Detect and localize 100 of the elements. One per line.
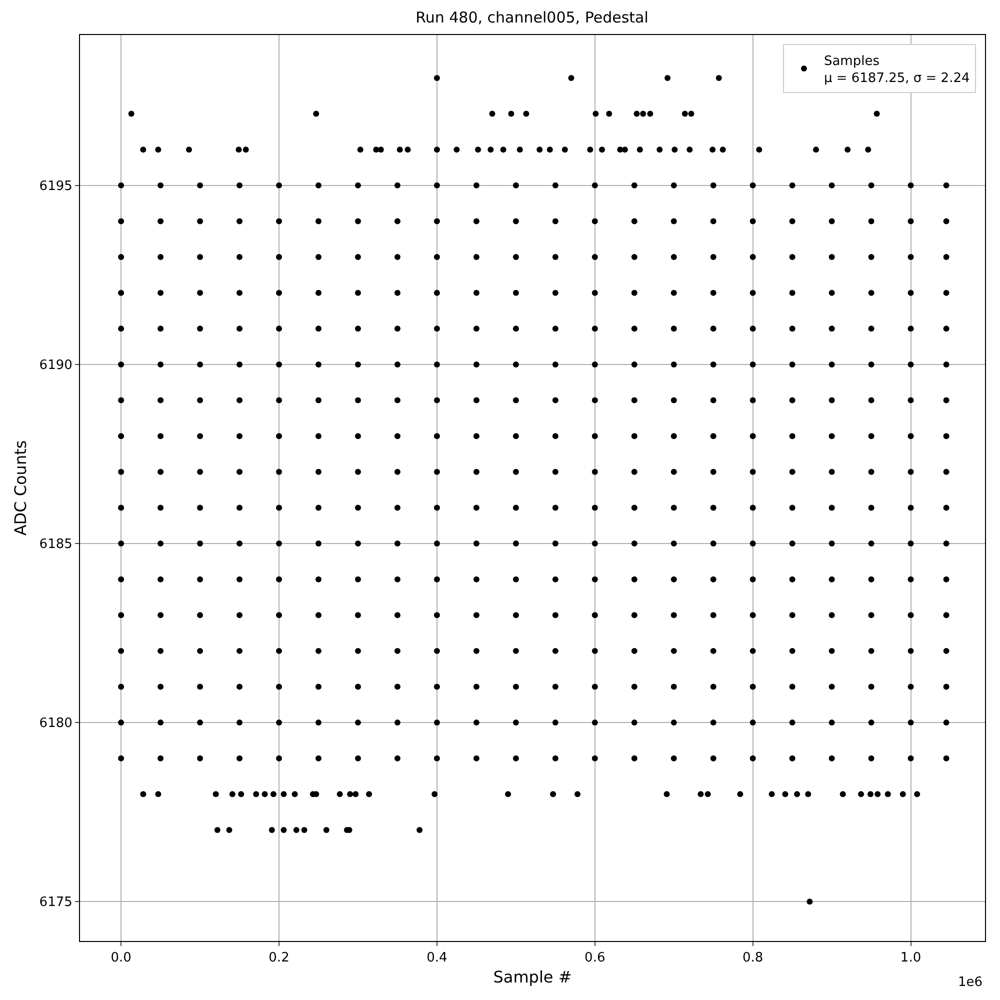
point bbox=[236, 540, 243, 547]
point bbox=[789, 254, 796, 260]
point bbox=[750, 218, 756, 224]
point bbox=[587, 146, 594, 153]
point bbox=[236, 648, 243, 654]
point bbox=[508, 110, 514, 117]
point bbox=[186, 146, 192, 153]
point bbox=[236, 684, 243, 690]
point bbox=[197, 397, 204, 404]
point bbox=[874, 110, 880, 117]
point bbox=[236, 433, 243, 440]
point bbox=[806, 898, 813, 905]
point bbox=[592, 755, 598, 762]
point bbox=[789, 326, 796, 332]
point bbox=[868, 576, 874, 582]
point bbox=[315, 540, 322, 547]
point bbox=[197, 182, 204, 188]
point bbox=[552, 720, 558, 726]
x-tick-label: 1.0 bbox=[900, 950, 922, 966]
point bbox=[631, 504, 638, 511]
point bbox=[473, 504, 480, 511]
point bbox=[868, 433, 874, 440]
y-tick-label: 6190 bbox=[39, 358, 72, 373]
point bbox=[552, 755, 558, 762]
point bbox=[315, 755, 322, 762]
point bbox=[552, 648, 558, 654]
point bbox=[943, 576, 950, 582]
point bbox=[276, 612, 282, 618]
point bbox=[750, 433, 756, 440]
point bbox=[394, 326, 400, 332]
point bbox=[473, 540, 480, 547]
point bbox=[592, 326, 598, 332]
point bbox=[750, 720, 756, 726]
point bbox=[354, 182, 361, 188]
point bbox=[750, 361, 756, 368]
point bbox=[631, 540, 638, 547]
point bbox=[536, 146, 543, 153]
point bbox=[432, 791, 438, 798]
point bbox=[236, 720, 243, 726]
point bbox=[276, 397, 282, 404]
point bbox=[908, 612, 914, 618]
point bbox=[592, 433, 598, 440]
point bbox=[276, 755, 282, 762]
point bbox=[394, 218, 400, 224]
point bbox=[568, 74, 574, 81]
point bbox=[710, 720, 716, 726]
point bbox=[943, 326, 950, 332]
point bbox=[276, 254, 282, 260]
point bbox=[280, 826, 287, 833]
point bbox=[868, 218, 874, 224]
point bbox=[868, 720, 874, 726]
point bbox=[158, 290, 164, 296]
point bbox=[489, 110, 496, 117]
point bbox=[631, 755, 638, 762]
point bbox=[789, 720, 796, 726]
point bbox=[236, 576, 243, 582]
point bbox=[634, 110, 640, 117]
point bbox=[512, 755, 519, 762]
point bbox=[404, 146, 411, 153]
point bbox=[512, 218, 519, 224]
point bbox=[473, 612, 480, 618]
point bbox=[710, 504, 716, 511]
point bbox=[789, 218, 796, 224]
point bbox=[592, 612, 598, 618]
point bbox=[670, 755, 677, 762]
point bbox=[908, 254, 914, 260]
point bbox=[473, 326, 480, 332]
point bbox=[908, 468, 914, 475]
point bbox=[828, 684, 835, 690]
point bbox=[354, 290, 361, 296]
point bbox=[158, 433, 164, 440]
point bbox=[943, 182, 950, 188]
point bbox=[394, 684, 400, 690]
point bbox=[394, 540, 400, 547]
point bbox=[943, 397, 950, 404]
point bbox=[592, 684, 598, 690]
point bbox=[647, 110, 654, 117]
point bbox=[750, 540, 756, 547]
point bbox=[908, 433, 914, 440]
point bbox=[276, 720, 282, 726]
point bbox=[592, 540, 598, 547]
point bbox=[155, 146, 162, 153]
point bbox=[828, 504, 835, 511]
point bbox=[943, 290, 950, 296]
point bbox=[631, 182, 638, 188]
point bbox=[473, 684, 480, 690]
point bbox=[670, 182, 677, 188]
point bbox=[434, 74, 440, 81]
point bbox=[710, 397, 716, 404]
point bbox=[197, 326, 204, 332]
point bbox=[197, 540, 204, 547]
point bbox=[197, 576, 204, 582]
point bbox=[434, 576, 440, 582]
point bbox=[226, 826, 232, 833]
point bbox=[434, 290, 440, 296]
point bbox=[710, 576, 716, 582]
point bbox=[197, 290, 204, 296]
point bbox=[670, 720, 677, 726]
point bbox=[512, 576, 519, 582]
point bbox=[434, 468, 440, 475]
